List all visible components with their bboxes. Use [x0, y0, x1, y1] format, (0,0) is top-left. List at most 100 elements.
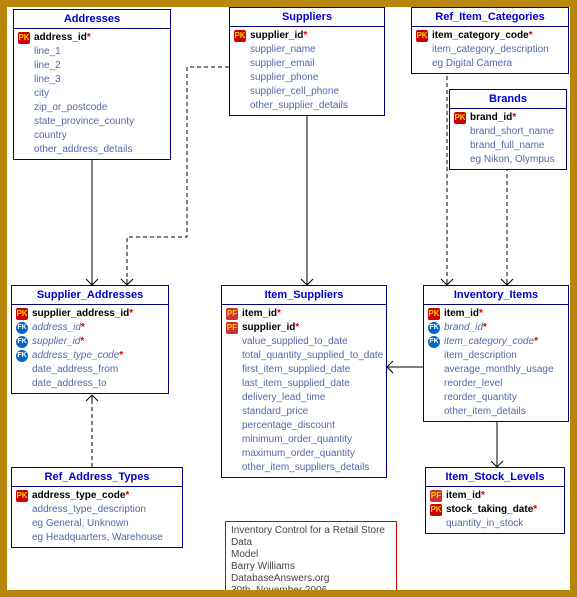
- blank-icon: [226, 392, 238, 404]
- entity-body: PFitem_id*PKstock_taking_date*quantity_i…: [426, 487, 564, 533]
- blank-icon: [226, 378, 238, 390]
- attr-row: first_item_supplied_date: [222, 363, 386, 377]
- attr-row: line_1: [14, 45, 170, 59]
- attr-name: supplier_name: [250, 43, 316, 57]
- pk-icon: PK: [18, 32, 30, 44]
- attr-row: state_province_county: [14, 115, 170, 129]
- attr-row: last_item_supplied_date: [222, 377, 386, 391]
- entity-header: Inventory_Items: [424, 286, 568, 305]
- required-star: *: [481, 489, 485, 503]
- blank-icon: [226, 448, 238, 460]
- attr-name: address_type_code: [32, 349, 119, 363]
- attr-row: brand_short_name: [450, 125, 566, 139]
- note-line: 30th. November 2006: [231, 585, 391, 597]
- required-star: *: [295, 321, 299, 335]
- attr-row: other_supplier_details: [230, 99, 384, 113]
- entity-brands: BrandsPKbrand_id*brand_short_namebrand_f…: [449, 89, 567, 170]
- entity-body: PKitem_id*FKbrand_id*FKitem_category_cod…: [424, 305, 568, 421]
- attr-row: delivery_lead_time: [222, 391, 386, 405]
- note-line: Barry Williams: [231, 561, 391, 573]
- attr-row: PKsupplier_id*: [230, 29, 384, 43]
- attr-row: PKaddress_type_code*: [12, 489, 182, 503]
- attr-name: reorder_quantity: [444, 391, 517, 405]
- diagram-note: Inventory Control for a Retail Store Dat…: [225, 521, 397, 597]
- entity-header: Supplier_Addresses: [12, 286, 168, 305]
- attr-name: supplier_email: [250, 57, 314, 71]
- entity-ref-address-types: Ref_Address_TypesPKaddress_type_code*add…: [11, 467, 183, 548]
- attr-name: eg Digital Camera: [432, 57, 512, 71]
- attr-name: other_address_details: [34, 143, 132, 157]
- attr-name: supplier_cell_phone: [250, 85, 339, 99]
- attr-name: brand_id: [444, 321, 483, 335]
- attr-name: reorder_level: [444, 377, 502, 391]
- attr-name: city: [34, 87, 49, 101]
- blank-icon: [226, 406, 238, 418]
- attr-name: brand_short_name: [470, 125, 554, 139]
- blank-icon: [226, 336, 238, 348]
- attr-row: country: [14, 129, 170, 143]
- blank-icon: [234, 44, 246, 56]
- blank-icon: [18, 60, 30, 72]
- blank-icon: [454, 126, 466, 138]
- blank-icon: [18, 102, 30, 114]
- required-star: *: [119, 349, 123, 363]
- attr-name: first_item_supplied_date: [242, 363, 350, 377]
- attr-row: date_address_from: [12, 363, 168, 377]
- entity-header: Addresses: [14, 10, 170, 29]
- fk-icon: FK: [428, 322, 440, 334]
- attr-row: city: [14, 87, 170, 101]
- attr-name: percentage_discount: [242, 419, 335, 433]
- attr-row: FKaddress_id*: [12, 321, 168, 335]
- pk-icon: PK: [234, 30, 246, 42]
- attr-name: other_item_details: [444, 405, 526, 419]
- blank-icon: [226, 462, 238, 474]
- required-star: *: [534, 335, 538, 349]
- pk-icon: PK: [416, 30, 428, 42]
- attr-row: supplier_cell_phone: [230, 85, 384, 99]
- required-star: *: [125, 489, 129, 503]
- attr-name: brand_id: [470, 111, 512, 125]
- entity-inventory-items: Inventory_ItemsPKitem_id*FKbrand_id*FKit…: [423, 285, 569, 422]
- attr-name: date_address_to: [32, 377, 107, 391]
- attr-name: item_id: [444, 307, 479, 321]
- attr-name: last_item_supplied_date: [242, 377, 350, 391]
- blank-icon: [428, 378, 440, 390]
- blank-icon: [16, 518, 28, 530]
- attr-row: FKitem_category_code*: [424, 335, 568, 349]
- blank-icon: [226, 434, 238, 446]
- entity-body: PFitem_id*PFsupplier_id*value_supplied_t…: [222, 305, 386, 477]
- required-star: *: [81, 321, 85, 335]
- attr-name: other_item_suppliers_details: [242, 461, 369, 475]
- attr-name: eg Headquarters, Warehouse: [32, 531, 163, 545]
- blank-icon: [18, 130, 30, 142]
- attr-row: item_category_description: [412, 43, 568, 57]
- attr-row: PKstock_taking_date*: [426, 503, 564, 517]
- required-star: *: [129, 307, 133, 321]
- blank-icon: [226, 420, 238, 432]
- entity-supplier-addresses: Supplier_AddressesPKsupplier_address_id*…: [11, 285, 169, 394]
- entity-suppliers: SuppliersPKsupplier_id*supplier_namesupp…: [229, 7, 385, 116]
- blank-icon: [428, 392, 440, 404]
- attr-row: quantity_in_stock: [426, 517, 564, 531]
- entity-header: Item_Suppliers: [222, 286, 386, 305]
- blank-icon: [16, 364, 28, 376]
- attr-row: eg Digital Camera: [412, 57, 568, 71]
- blank-icon: [416, 44, 428, 56]
- pk-icon: PF: [226, 308, 238, 320]
- attr-name: other_supplier_details: [250, 99, 348, 113]
- fk-icon: FK: [428, 336, 440, 348]
- entity-body: PKaddress_type_code*address_type_descrip…: [12, 487, 182, 547]
- entity-body: PKsupplier_id*supplier_namesupplier_emai…: [230, 27, 384, 115]
- pk-icon: PK: [428, 308, 440, 320]
- attr-row: FKaddress_type_code*: [12, 349, 168, 363]
- entity-header: Item_Stock_Levels: [426, 468, 564, 487]
- attr-row: zip_or_postcode: [14, 101, 170, 115]
- attr-name: line_1: [34, 45, 61, 59]
- attr-row: percentage_discount: [222, 419, 386, 433]
- attr-name: eg General, Unknown: [32, 517, 129, 531]
- entity-header: Ref_Address_Types: [12, 468, 182, 487]
- required-star: *: [303, 29, 307, 43]
- fk-icon: FK: [16, 336, 28, 348]
- blank-icon: [416, 58, 428, 70]
- required-star: *: [512, 111, 516, 125]
